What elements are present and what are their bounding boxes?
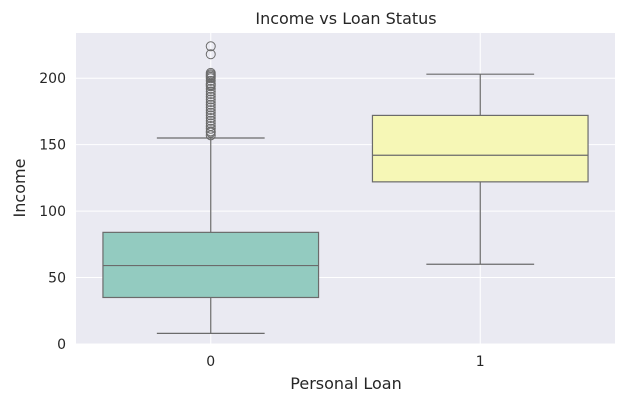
y-tick-label: 100 xyxy=(39,204,66,220)
outlier-point xyxy=(205,115,216,126)
x-tick-label: 1 xyxy=(476,354,485,370)
outlier-point xyxy=(205,126,216,137)
y-axis-label: Income xyxy=(10,159,29,218)
outlier-point xyxy=(205,97,216,108)
box-1 xyxy=(371,114,589,183)
y-tick-label: 150 xyxy=(39,138,66,154)
outlier-point xyxy=(205,67,216,78)
outlier-point xyxy=(205,113,216,124)
boxes xyxy=(102,41,589,334)
y-tick-label: 0 xyxy=(57,337,66,353)
y-tick-label: 50 xyxy=(48,271,66,287)
outlier-point xyxy=(205,83,216,94)
outlier-point xyxy=(205,75,216,86)
y-tick-label: 200 xyxy=(39,71,66,87)
outlier-point xyxy=(205,123,216,134)
outlier-point xyxy=(205,102,216,113)
box-0 xyxy=(102,231,320,299)
outlier-point xyxy=(205,99,216,110)
outlier-point xyxy=(205,91,216,102)
outlier-point xyxy=(205,41,216,52)
outlier-point xyxy=(205,118,216,129)
outlier-point xyxy=(205,86,216,97)
outlier-point xyxy=(205,105,216,116)
x-axis-label: Personal Loan xyxy=(290,374,401,393)
chart-title: Income vs Loan Status xyxy=(255,9,436,28)
outlier-point xyxy=(205,94,216,105)
outlier-point xyxy=(205,49,216,60)
outlier-point xyxy=(205,121,216,132)
y-tick-labels: 0 50 100 150 200 xyxy=(39,71,66,353)
outlier-point xyxy=(205,110,216,121)
x-tick-label: 0 xyxy=(206,354,215,370)
outlier-point xyxy=(205,107,216,118)
